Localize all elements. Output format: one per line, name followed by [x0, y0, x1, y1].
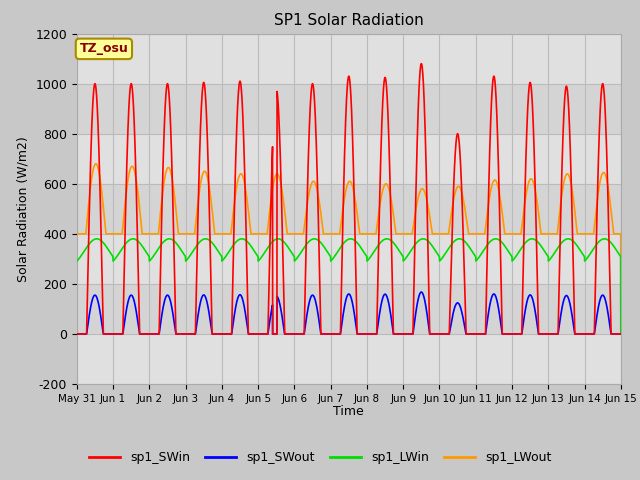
- Legend: sp1_SWin, sp1_SWout, sp1_LWin, sp1_LWout: sp1_SWin, sp1_SWout, sp1_LWin, sp1_LWout: [84, 446, 556, 469]
- Bar: [77, 134, 621, 184]
- Bar: [77, 334, 621, 384]
- Bar: [77, 84, 621, 134]
- Bar: [77, 34, 621, 84]
- X-axis label: Time: Time: [333, 405, 364, 418]
- Text: TZ_osu: TZ_osu: [79, 42, 128, 55]
- Title: SP1 Solar Radiation: SP1 Solar Radiation: [274, 13, 424, 28]
- Bar: [77, 234, 621, 284]
- Bar: [77, 184, 621, 234]
- Bar: [77, 284, 621, 334]
- Y-axis label: Solar Radiation (W/m2): Solar Radiation (W/m2): [17, 136, 29, 282]
